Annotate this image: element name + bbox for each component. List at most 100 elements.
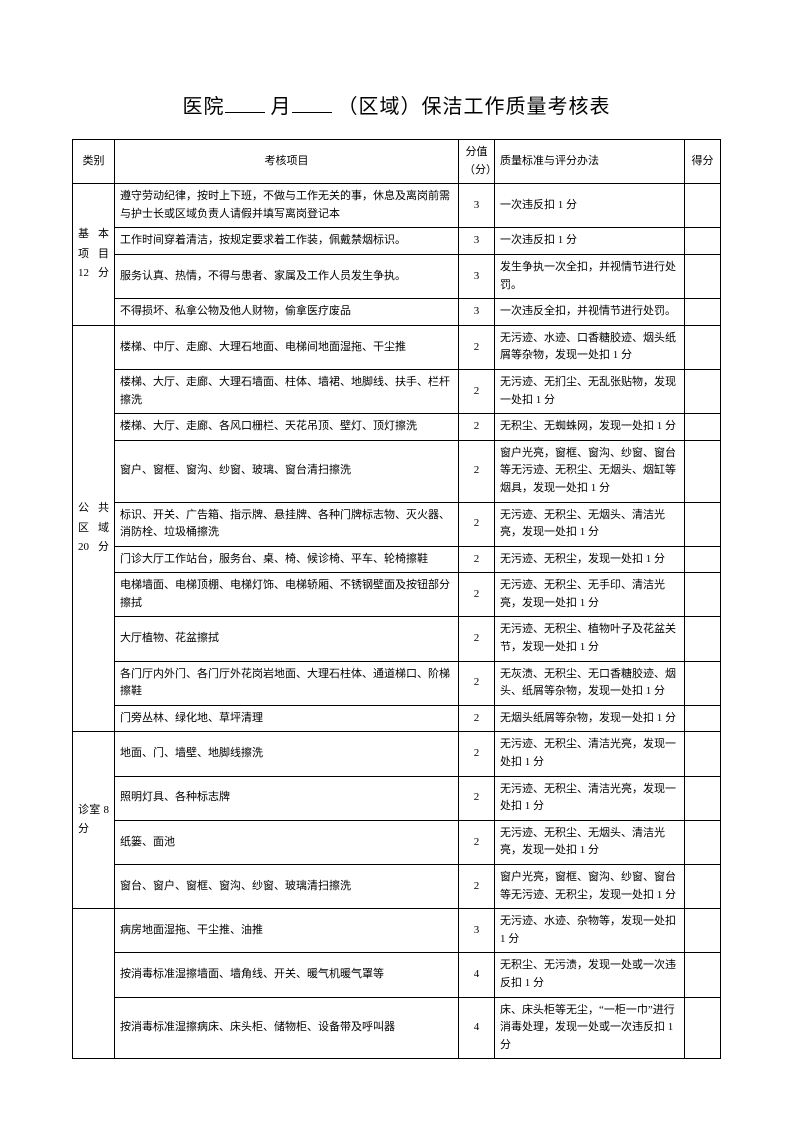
table-row: 门诊大厅工作站台，服务台、桌、椅、候诊椅、平车、轮椅擦鞋2无污迹、无积尘，发现一… bbox=[73, 546, 721, 573]
table-row: 按消毒标准湿擦墙面、墙角线、开关、暖气机暖气罩等4无积尘、无污渍，发现一处或一次… bbox=[73, 953, 721, 997]
item-cell: 楼梯、大厅、走廊、各风口栅栏、天花吊顶、壁灯、顶灯擦洗 bbox=[115, 414, 459, 441]
score-cell: 3 bbox=[459, 299, 495, 326]
table-header-row: 类别 考核项目 分值（分） 质量标准与评分办法 得分 bbox=[73, 140, 721, 184]
standard-cell: 一次违反全扣，并视情节进行处罚。 bbox=[495, 299, 685, 326]
standard-cell: 无积尘、无污渍，发现一处或一次违反扣 1 分 bbox=[495, 953, 685, 997]
item-cell: 纸篓、面池 bbox=[115, 820, 459, 864]
got-cell bbox=[685, 953, 721, 997]
table-row: 标识、开关、广告箱、指示牌、悬挂牌、各种门牌标志物、灭火器、消防栓、垃圾桶擦洗2… bbox=[73, 502, 721, 546]
header-category: 类别 bbox=[73, 140, 115, 184]
category-cell: 基 本项 目12 分 bbox=[73, 184, 115, 326]
got-cell bbox=[685, 705, 721, 732]
table-row: 楼梯、大厅、走廊、各风口栅栏、天花吊顶、壁灯、顶灯擦洗2无积尘、无蜘蛛网，发现一… bbox=[73, 414, 721, 441]
table-row: 按消毒标准湿擦病床、床头柜、储物柜、设备带及呼叫器4床、床头柜等无尘，“一柜一巾… bbox=[73, 997, 721, 1059]
score-cell: 3 bbox=[459, 909, 495, 953]
got-cell bbox=[685, 865, 721, 909]
standard-cell: 窗户光亮，窗框、窗沟、纱窗、窗台等无污迹、无积尘，发现一处扣 1 分 bbox=[495, 865, 685, 909]
score-cell: 4 bbox=[459, 953, 495, 997]
standard-cell: 无污迹、无积尘、无烟头、清洁光亮，发现一处扣 1 分 bbox=[495, 820, 685, 864]
score-cell: 3 bbox=[459, 228, 495, 255]
standard-cell: 无污迹、无扪尘、无乱张贴物，发现一处扣 1 分 bbox=[495, 369, 685, 413]
title-part-3: （区域）保洁工作质量考核表 bbox=[338, 96, 611, 118]
table-row: 大厅植物、花盆擦拭2无污迹、无积尘、植物叶子及花盆关节，发现一处扣 1 分 bbox=[73, 617, 721, 661]
got-cell bbox=[685, 661, 721, 705]
got-cell bbox=[685, 254, 721, 298]
table-row: 基 本项 目12 分遵守劳动纪律，按时上下班，不做与工作无关的事，休息及离岗前需… bbox=[73, 184, 721, 228]
header-standard: 质量标准与评分办法 bbox=[495, 140, 685, 184]
item-cell: 楼梯、中厅、走廊、大理石地面、电梯间地面湿拖、干尘推 bbox=[115, 325, 459, 369]
score-cell: 2 bbox=[459, 546, 495, 573]
score-cell: 3 bbox=[459, 254, 495, 298]
standard-cell: 发生争执一次全扣，并视情节进行处罚。 bbox=[495, 254, 685, 298]
got-cell bbox=[685, 440, 721, 502]
got-cell bbox=[685, 909, 721, 953]
got-cell bbox=[685, 617, 721, 661]
got-cell bbox=[685, 776, 721, 820]
table-row: 门旁丛林、绿化地、草坪清理2无烟头纸屑等杂物，发现一处扣 1 分 bbox=[73, 705, 721, 732]
got-cell bbox=[685, 820, 721, 864]
item-cell: 楼梯、大厅、走廊、大理石墙面、柱体、墙裙、地脚线、扶手、栏杆擦洗 bbox=[115, 369, 459, 413]
table-row: 照明灯具、各种标志牌2无污迹、无积尘、清洁光亮，发现一处扣 1 分 bbox=[73, 776, 721, 820]
score-cell: 2 bbox=[459, 573, 495, 617]
item-cell: 窗台、窗户、窗框、窗沟、纱窗、玻璃清扫擦洗 bbox=[115, 865, 459, 909]
got-cell bbox=[685, 184, 721, 228]
got-cell bbox=[685, 325, 721, 369]
assessment-table: 类别 考核项目 分值（分） 质量标准与评分办法 得分 基 本项 目12 分遵守劳… bbox=[72, 139, 721, 1059]
score-cell: 2 bbox=[459, 865, 495, 909]
score-cell: 2 bbox=[459, 661, 495, 705]
blank-hospital bbox=[225, 92, 265, 113]
got-cell bbox=[685, 414, 721, 441]
standard-cell: 无污迹、无积尘、植物叶子及花盆关节，发现一处扣 1 分 bbox=[495, 617, 685, 661]
table-body: 基 本项 目12 分遵守劳动纪律，按时上下班，不做与工作无关的事，休息及离岗前需… bbox=[73, 184, 721, 1059]
standard-cell: 窗户光亮，窗框、窗沟、纱窗、窗台等无污迹、无积尘、无烟头、烟缸等烟具，发现一处扣… bbox=[495, 440, 685, 502]
standard-cell: 无烟头纸屑等杂物，发现一处扣 1 分 bbox=[495, 705, 685, 732]
header-item: 考核项目 bbox=[115, 140, 459, 184]
table-row: 楼梯、大厅、走廊、大理石墙面、柱体、墙裙、地脚线、扶手、栏杆擦洗2无污迹、无扪尘… bbox=[73, 369, 721, 413]
table-row: 工作时间穿着清洁，按规定要求着工作装，佩戴禁烟标识。3一次违反扣 1 分 bbox=[73, 228, 721, 255]
table-row: 病房地面湿拖、干尘推、油推3无污迹、水迹、杂物等，发现一处扣 1 分 bbox=[73, 909, 721, 953]
standard-cell: 无污迹、无积尘、无手印、清洁光亮，发现一处扣 1 分 bbox=[495, 573, 685, 617]
table-row: 服务认真、热情，不得与患者、家属及工作人员发生争执。3发生争执一次全扣，并视情节… bbox=[73, 254, 721, 298]
table-row: 电梯墙面、电梯顶棚、电梯灯饰、电梯轿厢、不锈钢壁面及按钮部分擦拭2无污迹、无积尘… bbox=[73, 573, 721, 617]
item-cell: 标识、开关、广告箱、指示牌、悬挂牌、各种门牌标志物、灭火器、消防栓、垃圾桶擦洗 bbox=[115, 502, 459, 546]
got-cell bbox=[685, 546, 721, 573]
got-cell bbox=[685, 997, 721, 1059]
table-row: 窗台、窗户、窗框、窗沟、纱窗、玻璃清扫擦洗2窗户光亮，窗框、窗沟、纱窗、窗台等无… bbox=[73, 865, 721, 909]
header-score: 分值（分） bbox=[459, 140, 495, 184]
item-cell: 地面、门、墙壁、地脚线擦洗 bbox=[115, 732, 459, 776]
score-cell: 2 bbox=[459, 440, 495, 502]
item-cell: 按消毒标准湿擦病床、床头柜、储物柜、设备带及呼叫器 bbox=[115, 997, 459, 1059]
table-row: 纸篓、面池2无污迹、无积尘、无烟头、清洁光亮，发现一处扣 1 分 bbox=[73, 820, 721, 864]
score-cell: 2 bbox=[459, 369, 495, 413]
standard-cell: 无污迹、无积尘，发现一处扣 1 分 bbox=[495, 546, 685, 573]
standard-cell: 无积尘、无蜘蛛网，发现一处扣 1 分 bbox=[495, 414, 685, 441]
score-cell: 2 bbox=[459, 705, 495, 732]
standard-cell: 无污迹、无积尘、清洁光亮，发现一处扣 1 分 bbox=[495, 732, 685, 776]
table-row: 窗户、窗框、窗沟、纱窗、玻璃、窗台清扫擦洗2窗户光亮，窗框、窗沟、纱窗、窗台等无… bbox=[73, 440, 721, 502]
item-cell: 按消毒标准湿擦墙面、墙角线、开关、暖气机暖气罩等 bbox=[115, 953, 459, 997]
item-cell: 门诊大厅工作站台，服务台、桌、椅、候诊椅、平车、轮椅擦鞋 bbox=[115, 546, 459, 573]
score-cell: 2 bbox=[459, 325, 495, 369]
item-cell: 遵守劳动纪律，按时上下班，不做与工作无关的事，休息及离岗前需与护士长或区域负责人… bbox=[115, 184, 459, 228]
category-cell: 公 共区 域20 分 bbox=[73, 325, 115, 732]
got-cell bbox=[685, 732, 721, 776]
score-cell: 2 bbox=[459, 776, 495, 820]
standard-cell: 一次违反扣 1 分 bbox=[495, 228, 685, 255]
score-cell: 4 bbox=[459, 997, 495, 1059]
score-cell: 2 bbox=[459, 414, 495, 441]
got-cell bbox=[685, 299, 721, 326]
standard-cell: 床、床头柜等无尘，“一柜一巾”进行消毒处理，发现一处或一次违反扣 1 分 bbox=[495, 997, 685, 1059]
got-cell bbox=[685, 502, 721, 546]
page-title: 医院 月 （区域）保洁工作质量考核表 bbox=[72, 90, 721, 119]
blank-month bbox=[292, 92, 332, 113]
standard-cell: 一次违反扣 1 分 bbox=[495, 184, 685, 228]
score-cell: 3 bbox=[459, 184, 495, 228]
item-cell: 各门厅内外门、各门厅外花岗岩地面、大理石柱体、通道梯口、阶梯擦鞋 bbox=[115, 661, 459, 705]
standard-cell: 无污迹、水迹、口香糖胶迹、烟头纸屑等杂物，发现一处扣 1 分 bbox=[495, 325, 685, 369]
item-cell: 电梯墙面、电梯顶棚、电梯灯饰、电梯轿厢、不锈钢壁面及按钮部分擦拭 bbox=[115, 573, 459, 617]
standard-cell: 无污迹、无积尘、清洁光亮，发现一处扣 1 分 bbox=[495, 776, 685, 820]
item-cell: 照明灯具、各种标志牌 bbox=[115, 776, 459, 820]
got-cell bbox=[685, 369, 721, 413]
item-cell: 门旁丛林、绿化地、草坪清理 bbox=[115, 705, 459, 732]
category-cell: 诊室 8分 bbox=[73, 732, 115, 909]
